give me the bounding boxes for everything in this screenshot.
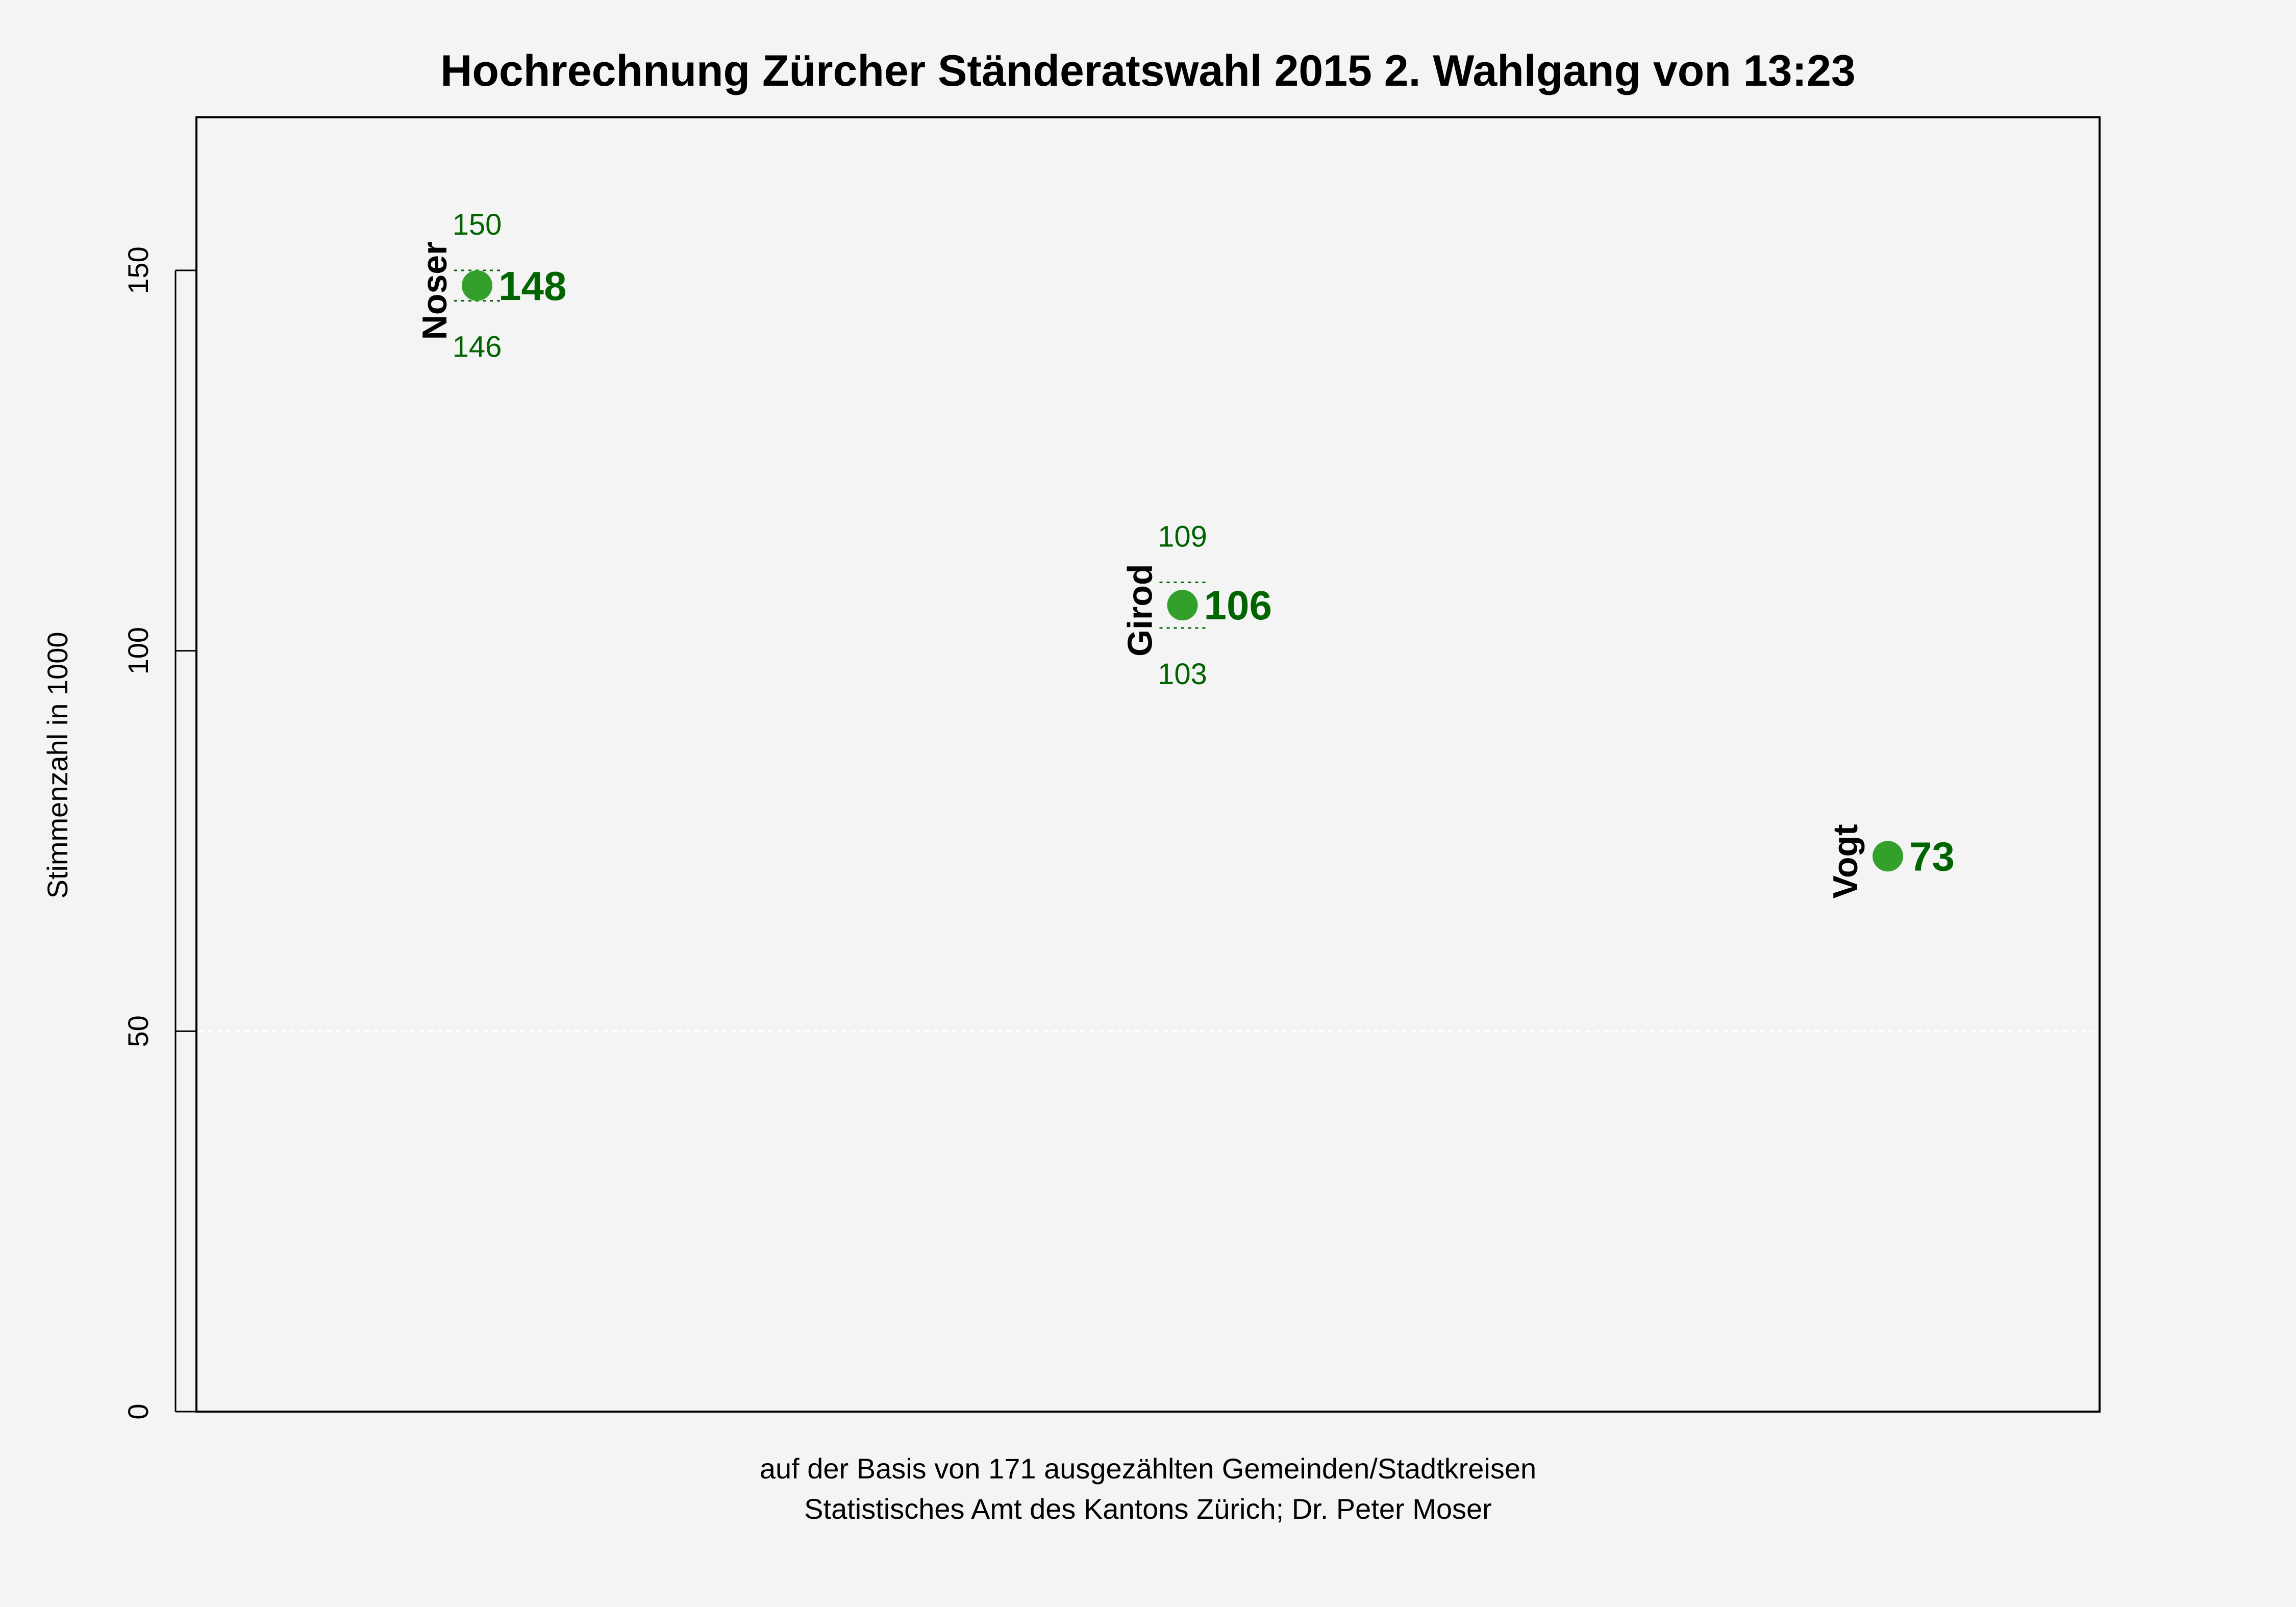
data-point-vogt (1873, 841, 1903, 872)
y-tick-label-150: 150 (122, 246, 154, 294)
candidate-name-girod: Girod (1121, 564, 1160, 657)
y-tick-label-50: 50 (122, 1015, 154, 1047)
data-labels: 150 146 148 Noser 109 103 106 Girod 73 Vogt (415, 208, 1955, 898)
lower-bound-label-girod: 103 (1158, 658, 1207, 691)
value-label-vogt: 73 (1909, 834, 1955, 879)
value-label-noser: 148 (498, 263, 566, 309)
upper-bound-label-girod: 109 (1158, 520, 1207, 553)
upper-bound-label-noser: 150 (453, 208, 502, 241)
y-tick-label-100: 100 (122, 627, 154, 674)
candidate-name-noser: Noser (415, 241, 454, 340)
data-points (462, 270, 1903, 872)
y-axis: 0 50 100 150 (122, 246, 196, 1420)
chart-title: Hochrechnung Zürcher Ständeratswahl 2015… (440, 46, 1855, 95)
caption-line-1: auf der Basis von 171 ausgezählten Gemei… (760, 1452, 1536, 1485)
y-tick-label-0: 0 (122, 1403, 154, 1419)
candidate-name-vogt: Vogt (1826, 824, 1865, 898)
caption-line-2: Statistisches Amt des Kantons Zürich; Dr… (804, 1493, 1492, 1525)
value-label-girod: 106 (1204, 583, 1272, 628)
lower-bound-label-noser: 146 (453, 331, 502, 364)
y-axis-label: Stimmenzahl in 1000 (41, 632, 73, 899)
data-point-noser (462, 270, 492, 301)
plot-frame (195, 116, 2101, 1413)
data-point-girod (1167, 590, 1198, 621)
